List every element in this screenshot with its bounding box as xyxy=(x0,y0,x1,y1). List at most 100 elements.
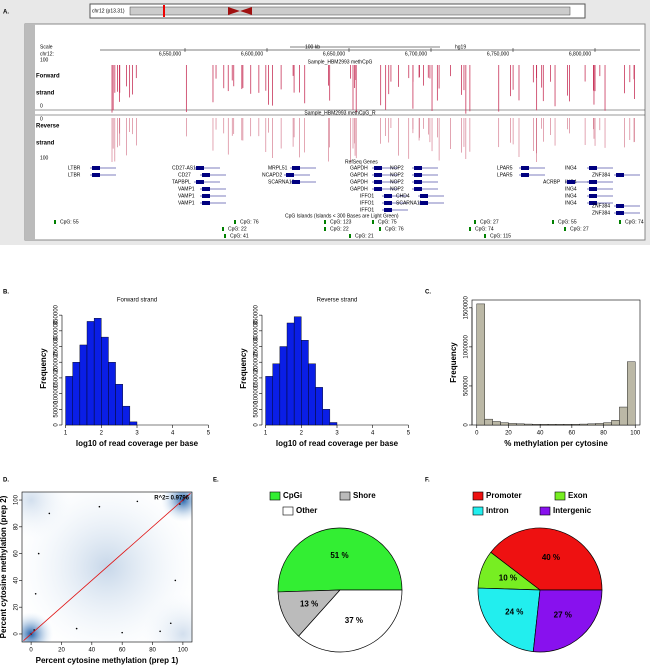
pie-slice xyxy=(477,587,541,653)
browser-frame xyxy=(24,23,646,241)
y-tick-label: 250000 xyxy=(254,336,260,357)
gene-label: IFFO1 xyxy=(360,207,374,213)
x-tick-label: 20 xyxy=(58,648,65,654)
legend-swatch xyxy=(282,506,294,516)
gene-exon xyxy=(589,180,597,184)
y-tick-label: 40 xyxy=(14,576,20,583)
gene-label: IFFO1 xyxy=(360,200,374,206)
legend-swatch xyxy=(554,491,566,501)
density-blob xyxy=(142,593,192,642)
gene-label: CD27 xyxy=(178,172,191,178)
y-tick-label: 100000 xyxy=(254,383,260,404)
x-tick-label: 2 xyxy=(100,431,104,437)
slice-label: 51 % xyxy=(330,551,348,560)
y-tick-label: 1000000 xyxy=(464,335,470,359)
gene-label: ZNF384 xyxy=(592,172,610,178)
scale-label: Scale xyxy=(40,44,53,50)
cpg-label: CpG: 123 xyxy=(330,219,352,225)
position-label: 6,750,000 xyxy=(487,51,509,57)
cpg-label: CpG: 41 xyxy=(230,233,249,239)
y-tick-label: 300000 xyxy=(54,320,60,341)
gene-label: LPAR5 xyxy=(497,165,513,171)
y-tick-label: 1500000 xyxy=(464,295,470,319)
x-tick-label: 3 xyxy=(335,431,339,437)
gene-exon xyxy=(521,173,529,177)
y-axis-label: Frequency xyxy=(449,342,458,383)
point xyxy=(98,505,101,508)
position-label: 6,650,000 xyxy=(323,51,345,57)
cpg-label: CpG: 75 xyxy=(378,219,397,225)
point xyxy=(48,512,51,515)
panel-label: E. xyxy=(213,478,219,484)
track-tick: 0 xyxy=(40,116,43,122)
bar xyxy=(93,318,102,426)
cpg-label: CpG: 27 xyxy=(570,226,589,232)
bar xyxy=(611,420,620,426)
y-axis-label: Frequency xyxy=(39,348,48,389)
ideogram-marker xyxy=(163,5,165,17)
gene-label: VAMP1 xyxy=(178,200,195,206)
gene-exon xyxy=(292,180,300,184)
gene-exon xyxy=(414,180,422,184)
track-tick: 0 xyxy=(40,103,43,109)
bar xyxy=(265,376,273,426)
bar xyxy=(619,406,628,426)
legend-label: Intergenic xyxy=(553,506,592,515)
centromere xyxy=(228,7,252,15)
pie-slice xyxy=(490,527,603,591)
track-label: Sample_HBM2993 methCpG xyxy=(308,59,373,65)
gene-label: SCARNA10 xyxy=(268,179,295,185)
cpg-label: CpG: 74 xyxy=(625,219,644,225)
cpg-mark xyxy=(349,234,351,238)
assembly-label: hg19 xyxy=(455,44,466,50)
gene-label: NOP2 xyxy=(390,172,404,178)
position-label: 6,550,000 xyxy=(159,51,181,57)
x-axis-label: log10 of read coverage per base xyxy=(76,439,199,448)
x-tick-label: 4 xyxy=(371,431,375,437)
annotation: R^2= 0.9796 xyxy=(154,496,189,502)
plot-frame xyxy=(471,299,641,426)
legend-swatch xyxy=(472,506,484,516)
bar xyxy=(115,383,123,426)
gene-label: GAPDH xyxy=(350,186,368,192)
legend-swatch xyxy=(472,491,484,501)
gene-exon xyxy=(292,166,300,170)
gene-exon xyxy=(384,201,392,205)
gene-exon xyxy=(589,201,597,205)
gene-exon xyxy=(374,180,382,184)
cpg-label: CpG: 27 xyxy=(480,219,499,225)
bar xyxy=(272,363,281,426)
gene-label: ACRBP xyxy=(543,179,561,185)
y-tick-label: 0 xyxy=(14,632,20,636)
point xyxy=(34,592,37,595)
x-tick-label: 60 xyxy=(569,431,576,437)
cpg-label: CpG: 22 xyxy=(330,226,349,232)
bar xyxy=(301,340,309,426)
bar xyxy=(627,361,636,426)
x-tick-label: 100 xyxy=(178,648,189,654)
x-axis-label: % methylation per cytosine xyxy=(504,439,608,448)
y-tick-label: 300000 xyxy=(254,320,260,341)
y-tick-label: 100000 xyxy=(54,383,60,404)
point xyxy=(121,631,123,634)
track-label: Sample_HBM2993 methCpG_R xyxy=(304,110,376,116)
point xyxy=(174,579,177,582)
bar xyxy=(279,346,288,426)
gene-label: CHD4 xyxy=(396,193,410,199)
bar xyxy=(571,424,580,426)
gene-label: LTBR xyxy=(68,165,81,171)
x-tick-label: 20 xyxy=(505,431,512,437)
y-tick-label: 500000 xyxy=(464,375,470,396)
ideogram-label: chr12 (p13.31) xyxy=(92,8,125,14)
ideogram xyxy=(129,6,571,16)
bar xyxy=(539,424,549,426)
y-tick-label: 100 xyxy=(14,494,20,505)
point xyxy=(37,552,40,555)
legend-swatch xyxy=(269,491,281,501)
track-tick: 100 xyxy=(40,57,49,63)
x-tick-label: 40 xyxy=(88,648,95,654)
cpg-label: CpG: 76 xyxy=(240,219,259,225)
gene-exon xyxy=(414,166,422,170)
gene-exon xyxy=(616,204,624,208)
cpg-mark xyxy=(484,234,486,238)
